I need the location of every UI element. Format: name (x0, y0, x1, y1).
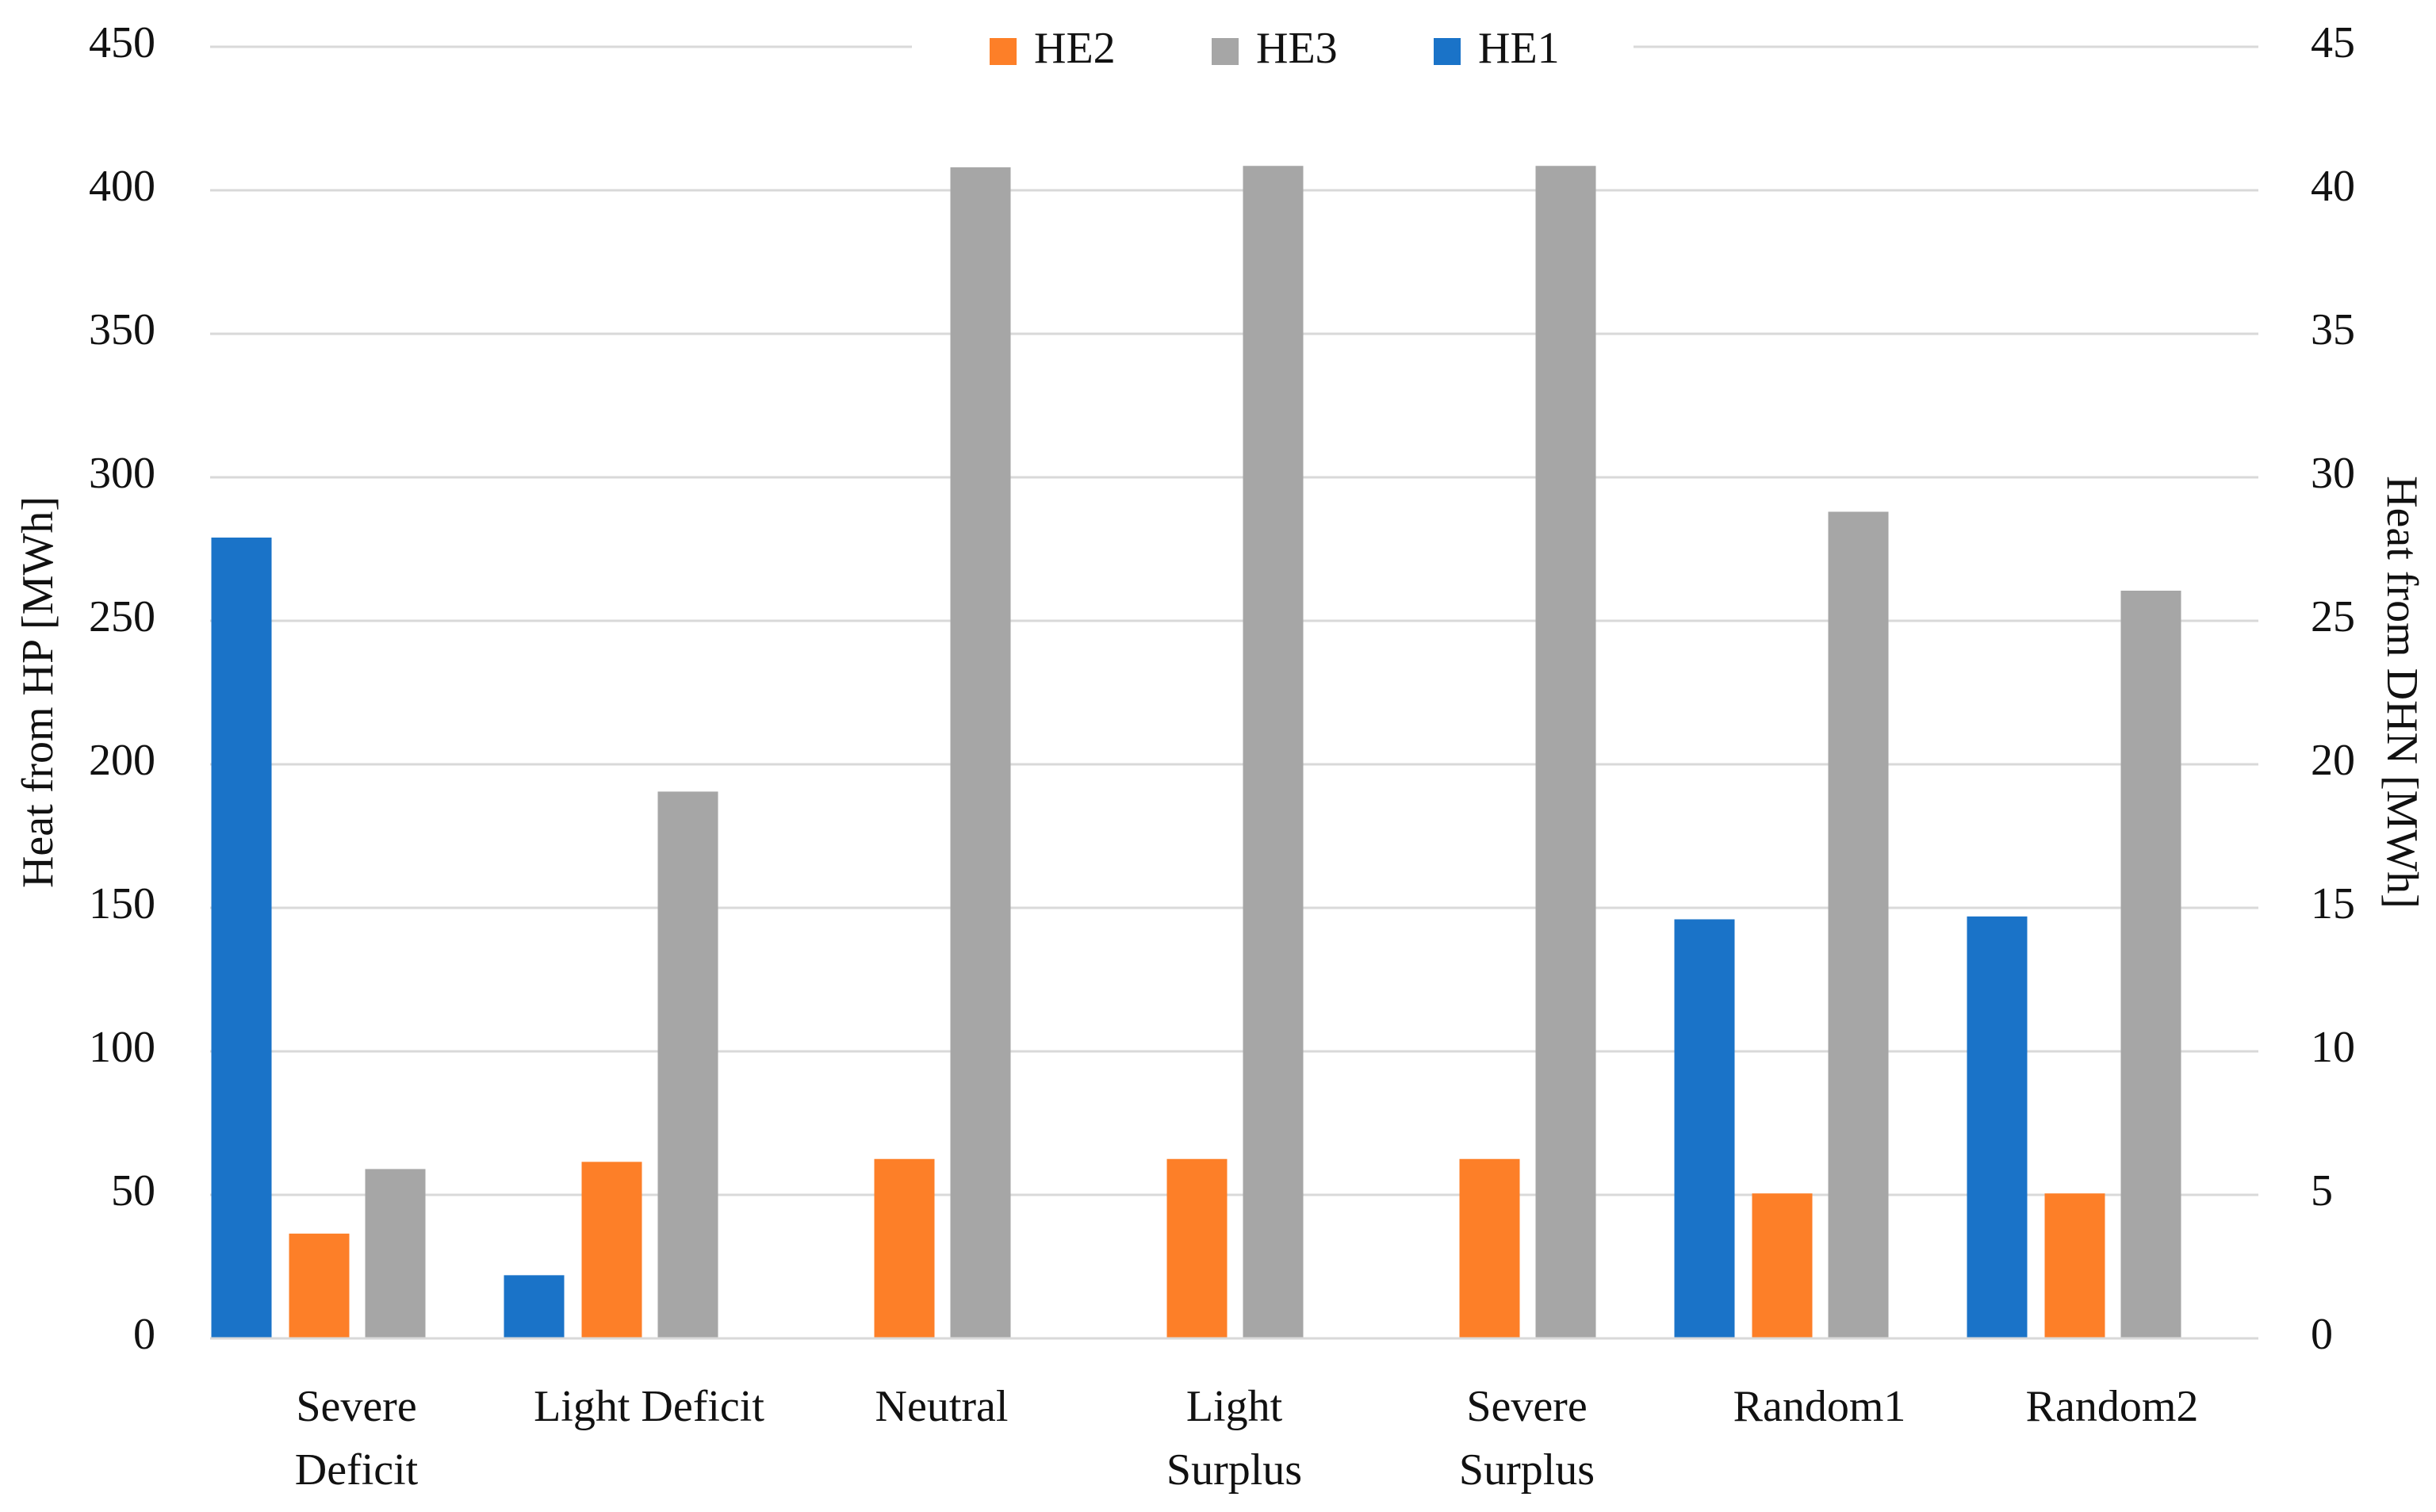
bar (657, 791, 718, 1338)
bar (1828, 511, 1889, 1339)
bar (1967, 916, 2028, 1338)
x-tick-label: Neutral (875, 1382, 1009, 1431)
y-tick-label: 100 (89, 1023, 155, 1072)
bar (950, 167, 1011, 1338)
y2-axis-title: Heat from DHN [MWh] (2377, 476, 2426, 909)
x-tick-label: Severe Surplus (1458, 1382, 1595, 1495)
y2-tick-label: 10 (2311, 1023, 2355, 1072)
bar (1535, 166, 1596, 1339)
legend-label: HE1 (1478, 24, 1560, 73)
y2-tick-label: 20 (2311, 736, 2355, 785)
y-tick-label: 150 (89, 879, 155, 928)
y2-tick-label: 25 (2311, 592, 2355, 641)
bar (365, 1169, 426, 1338)
x-tick-label: Random1 (1733, 1382, 1906, 1431)
bar (1674, 919, 1735, 1338)
y2-tick-label: 30 (2311, 449, 2355, 498)
y-tick-label: 50 (111, 1166, 155, 1215)
y2-tick-label: 45 (2311, 18, 2355, 67)
bar (1459, 1158, 1520, 1338)
x-tick-label: Random2 (2025, 1382, 2199, 1431)
y2-tick-label: 5 (2311, 1166, 2333, 1215)
y-tick-label: 200 (89, 736, 155, 785)
y-tick-label: 0 (133, 1310, 155, 1359)
legend-swatch (1212, 38, 1239, 65)
bar (1752, 1193, 1813, 1338)
y2-tick-label: 0 (2311, 1310, 2333, 1359)
legend-label: HE2 (1034, 24, 1116, 73)
y-tick-label: 400 (89, 162, 155, 211)
bar (2120, 590, 2181, 1338)
legend-swatch (990, 38, 1017, 65)
bar (504, 1275, 565, 1338)
bar (581, 1162, 642, 1338)
x-tick-label: Severe Deficit (294, 1382, 419, 1495)
legend-label: HE3 (1256, 24, 1338, 73)
bar (874, 1158, 935, 1338)
y-tick-label: 450 (89, 18, 155, 67)
bar (289, 1233, 350, 1338)
y2-tick-label: 15 (2311, 879, 2355, 928)
y2-tick-label: 35 (2311, 305, 2355, 354)
y-tick-label: 350 (89, 305, 155, 354)
bar (211, 538, 272, 1338)
bar (1243, 166, 1304, 1339)
legend-swatch (1434, 38, 1461, 65)
y-tick-label: 300 (89, 449, 155, 498)
y-tick-label: 250 (89, 592, 155, 641)
x-tick-label: Light Deficit (534, 1382, 764, 1431)
y-axis-title: Heat from HP [MWh] (13, 496, 63, 888)
bar (2044, 1193, 2105, 1338)
x-tick-label: Light Surplus (1166, 1382, 1303, 1495)
y2-tick-label: 40 (2311, 162, 2355, 211)
legend-background (912, 16, 1634, 87)
bar (1166, 1158, 1228, 1338)
